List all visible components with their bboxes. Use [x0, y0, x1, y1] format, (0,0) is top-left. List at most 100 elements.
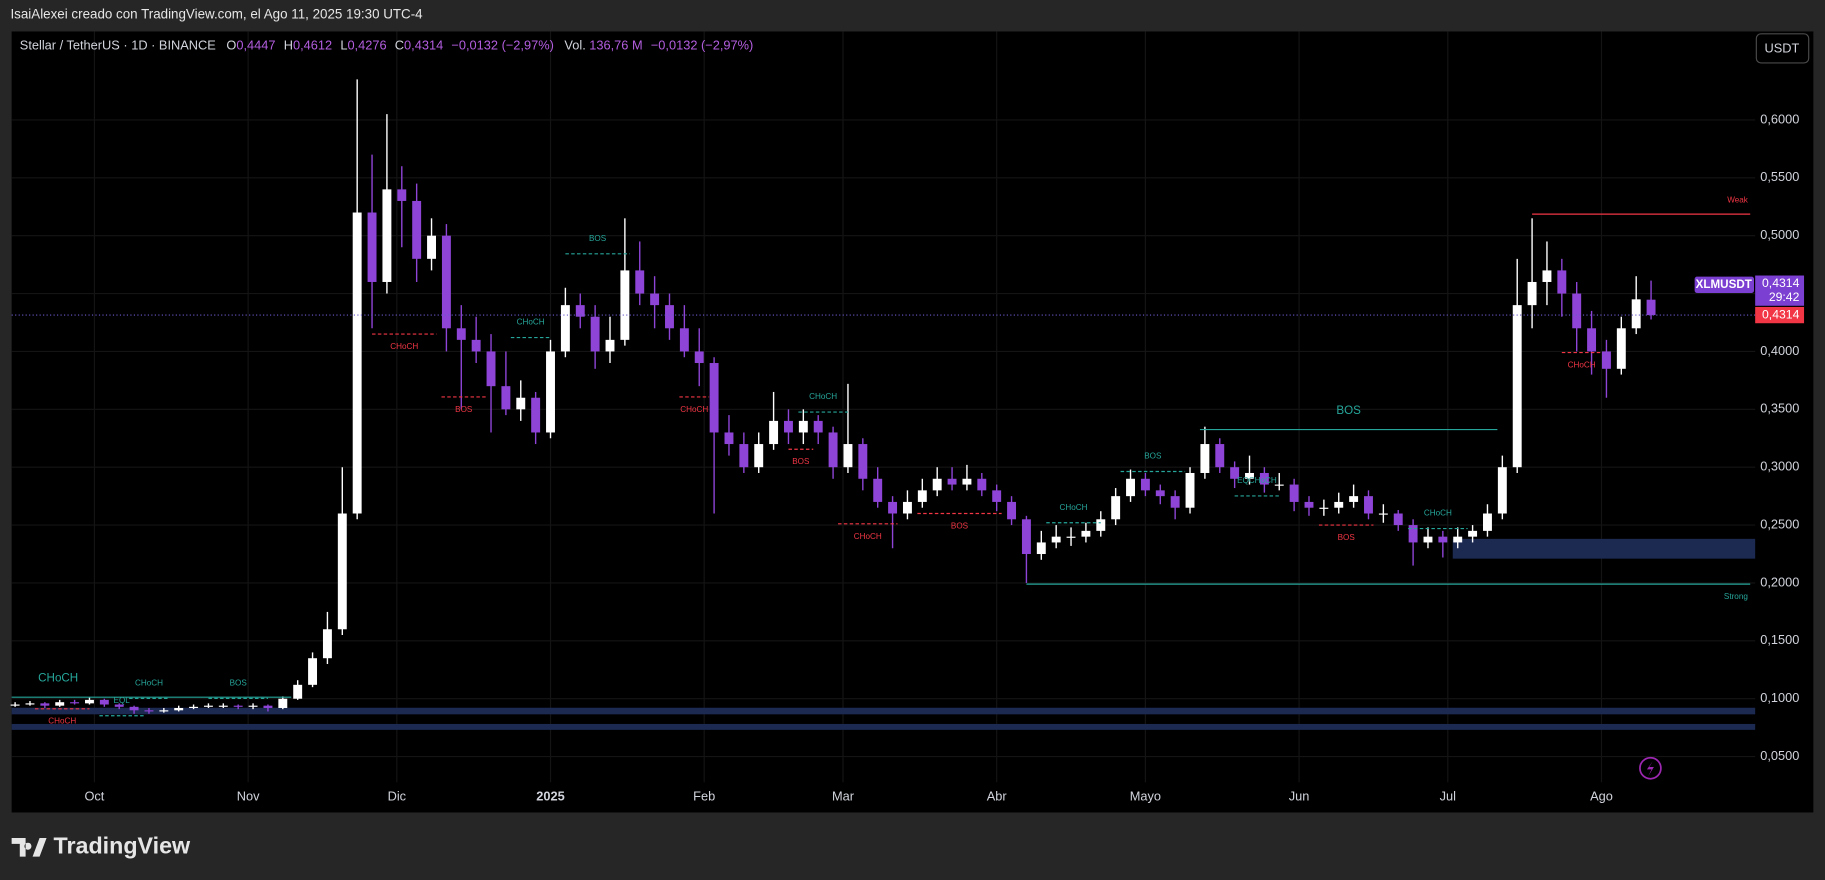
y-tick-label: 0,3000 [1760, 459, 1799, 474]
y-tick-label: 0,6000 [1760, 111, 1799, 126]
candle-body [1155, 490, 1165, 497]
structure-label: CHoCH [1060, 503, 1088, 512]
candle-body [962, 478, 972, 485]
x-tick-label: Dic [388, 789, 407, 804]
icon-ring[interactable] [1639, 756, 1662, 780]
annotations: CHoCH CHoCH EQL CHoCH BOS CHoCH BOS CHoCH BOS CHo… [11, 195, 1751, 726]
structure-label: CHoCH [38, 672, 78, 685]
candle-body [694, 351, 704, 364]
candle-body [263, 705, 273, 708]
y-tick-label: 0,5500 [1760, 169, 1799, 184]
candle-body [1066, 536, 1076, 538]
candle-body [144, 710, 154, 712]
candle-body [159, 710, 169, 712]
structure-label: Strong [1724, 592, 1748, 601]
structure-label: BOS [589, 234, 607, 243]
candle-body [1408, 525, 1418, 543]
order-block [11, 723, 1756, 730]
icon-bolt[interactable] [1646, 761, 1654, 777]
candle-body [248, 705, 258, 707]
candle-body [546, 351, 555, 433]
currency-button[interactable]: USDT [1755, 33, 1810, 64]
structure-label: CHoCH [517, 318, 545, 327]
candle-body [397, 189, 407, 201]
candle-body [1245, 472, 1254, 479]
zones [11, 538, 1756, 730]
vol-change: −0,0132 (−2,97%) [651, 38, 753, 53]
candle-body [932, 478, 942, 491]
candle-body [129, 706, 139, 711]
candle-body [1512, 305, 1522, 468]
candle-body [873, 478, 883, 502]
candle-body [1453, 536, 1463, 543]
chart-panel [11, 31, 1814, 813]
x-tick-label: 2025 [536, 789, 564, 804]
candle-body [1319, 507, 1329, 509]
countdown: 29:42 [1769, 290, 1800, 304]
candle-body [322, 629, 332, 659]
candle-body [293, 684, 303, 699]
candle-body [441, 235, 451, 329]
button-frame[interactable] [1755, 33, 1810, 64]
structure-label: CHoCH [854, 532, 882, 541]
candle-body [531, 397, 541, 433]
vol-value: 136,76 M [589, 38, 642, 53]
candle-body [25, 703, 35, 705]
y-tick-label: 0,2000 [1760, 574, 1799, 589]
candle-body [337, 513, 347, 630]
candle-body [40, 703, 50, 706]
structure-label: CHoCH [1568, 361, 1596, 370]
candle-body [813, 420, 823, 433]
x-tick-label: Oct [84, 789, 104, 804]
candle-body [278, 698, 288, 708]
flash-icon[interactable] [1639, 756, 1662, 780]
order-block [11, 707, 1756, 715]
candle-body [1393, 513, 1403, 526]
candle-body [1036, 542, 1046, 555]
candle-body [1601, 351, 1611, 369]
c-label: C [395, 38, 404, 53]
candle-body [679, 328, 689, 352]
symbol-label: XLMUSDT [1696, 278, 1752, 291]
candle-body [1572, 293, 1582, 329]
candle-body [1497, 467, 1507, 514]
x-tick-label: Feb [693, 789, 715, 804]
structure-label: CHoCH [809, 392, 837, 401]
candle-body [352, 212, 362, 514]
candle-body [1096, 519, 1106, 531]
x-tick-label: Ago [1590, 789, 1613, 804]
candle-body [427, 235, 436, 259]
price-tag [1755, 275, 1805, 306]
candle-body [724, 432, 734, 445]
last-price-label: 0,4314 [1762, 307, 1800, 321]
candle-body [1111, 496, 1121, 520]
x-tick-label: Abr [987, 789, 1008, 804]
candle-body [486, 351, 496, 387]
candle-body [1230, 467, 1240, 479]
structure-label: BOS [455, 405, 473, 414]
candle-body [798, 420, 808, 433]
candle-body [1468, 530, 1478, 537]
candle-body [1081, 530, 1091, 537]
candle-body [650, 293, 660, 306]
x-tick-label: Mar [832, 789, 855, 804]
candle-body [203, 705, 213, 707]
candle-body [739, 444, 749, 468]
o-label: O [226, 38, 236, 53]
candle-body [1126, 478, 1135, 497]
x-tick-label: Jul [1440, 789, 1456, 804]
button-label[interactable]: USDT [1765, 40, 1800, 55]
candle-body [233, 705, 243, 707]
candle-body [635, 270, 645, 294]
h-value: 0,4612 [293, 38, 332, 53]
y-tick-label: 0,1000 [1760, 690, 1799, 705]
change: −0,0132 (−2,97%) [451, 38, 553, 53]
candle-body [1527, 281, 1537, 306]
candle-body [992, 490, 1002, 502]
structure-label: CHoCH [1424, 509, 1452, 518]
candle-body [1274, 484, 1284, 486]
candle-body [1051, 536, 1061, 543]
h-label: H [284, 38, 293, 53]
candle-body [858, 444, 868, 479]
candle-body [1587, 328, 1597, 352]
